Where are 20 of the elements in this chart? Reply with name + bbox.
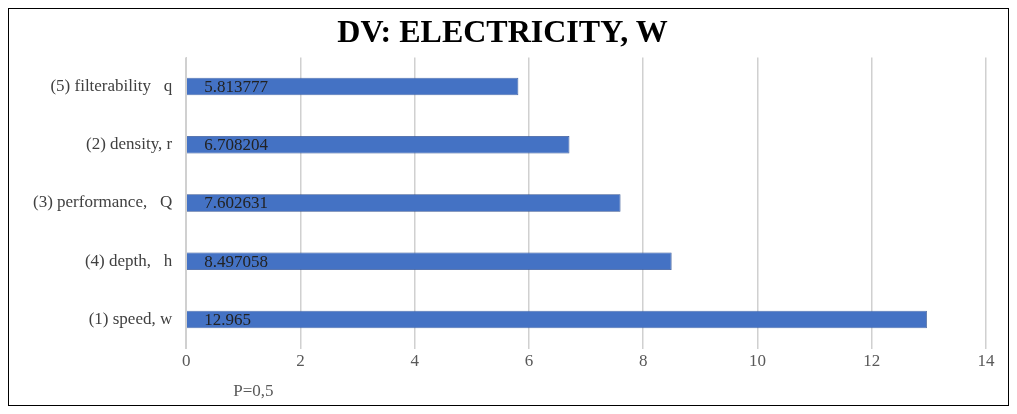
data-label: 8.497058: [204, 251, 268, 271]
y-tick-label: (3) performance, Q: [32, 192, 173, 212]
data-label: 5.813777: [204, 76, 269, 96]
y-tick-label: (5) filterability q: [50, 75, 173, 95]
x-tick-label: 0: [181, 351, 191, 371]
data-label: 7.602631: [204, 193, 268, 213]
chart-title: DV: ELECTRICITY, W: [337, 13, 668, 50]
x-tick-label: 10: [749, 351, 766, 371]
x-tick-label: 6: [524, 351, 534, 371]
y-tick-label: (4) depth, h: [84, 250, 173, 270]
x-tick-label: 14: [977, 351, 995, 371]
y-tick-label: (1) speed, w: [88, 308, 173, 328]
y-tick-label: (2) density, r: [85, 134, 173, 154]
x-tick-label: 2: [296, 351, 305, 371]
x-tick-label: 12: [863, 351, 881, 371]
x-tick-label: 4: [410, 351, 420, 371]
x-tick-label: 8: [638, 351, 648, 371]
text: P=0,5: [233, 380, 274, 400]
data-label: 6.708204: [204, 135, 269, 155]
data-label: 12.965: [204, 309, 251, 329]
